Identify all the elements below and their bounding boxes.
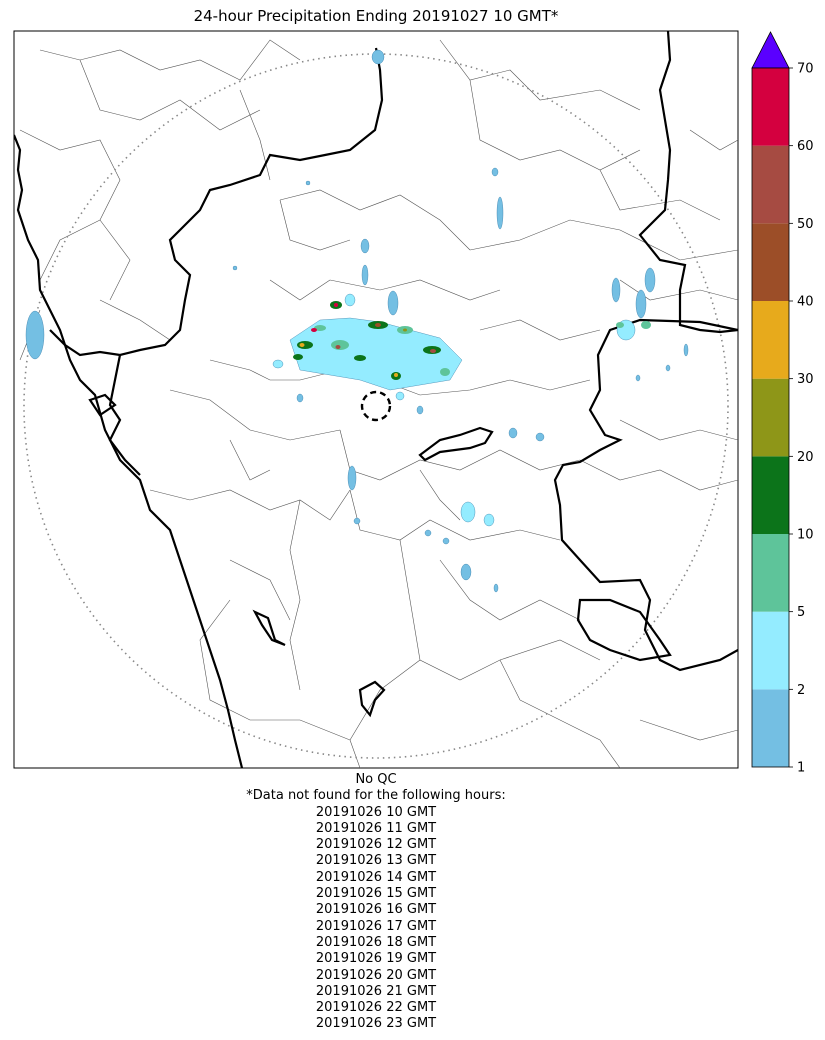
colorbar: 1 2 5 10 20 30 40 50 60 70: [751, 31, 814, 776]
colorbar-frame: [751, 67, 790, 768]
radar-site-marker: [360, 390, 392, 422]
colorbar-tick-label: 40: [797, 295, 814, 310]
southeast-enclave: [576, 598, 672, 662]
colorbar-tick-label: 2: [797, 683, 805, 698]
western-inlet: [88, 393, 117, 417]
missing-hour-item: 20191026 21 GMT: [315, 983, 437, 999]
southern-bay: [358, 680, 386, 718]
precipitation-moderate: [272, 293, 636, 527]
colorbar-segment: [752, 223, 789, 301]
map-frame: [13, 30, 739, 769]
colorbar-segment: [752, 378, 789, 457]
missing-hour-item: 20191026 19 GMT: [315, 951, 437, 967]
missing-data-header: *Data not found for the following hours:: [246, 788, 506, 804]
colorbar-tick-label: 1: [797, 761, 805, 776]
enclave-border: [418, 426, 494, 462]
west-coastline: [14, 134, 244, 768]
colorbar-tick-label: 20: [797, 450, 814, 465]
missing-hour-item: 20191026 15 GMT: [315, 886, 437, 902]
colorbar-segment: [752, 456, 789, 534]
qc-note: No QC: [355, 772, 397, 787]
southern-inlet: [252, 609, 286, 647]
missing-hour-item: 20191026 22 GMT: [315, 1000, 437, 1016]
colorbar-segment: [752, 689, 789, 767]
missing-hour-item: 20191026 18 GMT: [315, 934, 437, 950]
precipitation-heavy: [293, 301, 651, 380]
missing-hour-item: 20191026 14 GMT: [315, 869, 437, 885]
colorbar-tick-label: 70: [797, 62, 814, 77]
district-borders: [19, 39, 738, 768]
precipitation-map: [13, 30, 739, 769]
precipitation-light: [25, 49, 689, 593]
colorbar-segment: [752, 534, 789, 612]
colorbar-segment: [752, 68, 789, 146]
colorbar-tick-label: 30: [797, 372, 814, 387]
missing-hour-item: 20191026 23 GMT: [315, 1016, 437, 1032]
missing-hour-item: 20191026 17 GMT: [315, 918, 437, 934]
missing-hour-item: 20191026 16 GMT: [315, 902, 437, 918]
state-line-west: [108, 354, 141, 476]
missing-hour-item: 20191026 20 GMT: [315, 967, 437, 983]
missing-hour-item: 20191026 13 GMT: [315, 853, 437, 869]
missing-hour-item: 20191026 11 GMT: [315, 820, 437, 836]
missing-hours-list: 20191026 10 GMT 20191026 11 GMT 20191026 1…: [14, 805, 738, 1033]
state-line-northeast: [638, 31, 738, 334]
radar-range-ring: [23, 53, 729, 759]
state-line-east: [553, 318, 738, 672]
colorbar-segment: [752, 301, 789, 379]
state-borders: [14, 31, 738, 768]
missing-hour-item: 20191026 12 GMT: [315, 837, 437, 853]
colorbar-segment: [752, 145, 789, 224]
colorbar-tick-label: 60: [797, 139, 814, 154]
footer-notes: No QC *Data not found for the following …: [14, 772, 738, 1033]
colorbar-tick-label: 50: [797, 217, 814, 232]
missing-hour-item: 20191026 10 GMT: [315, 804, 437, 820]
colorbar-tick-label: 5: [797, 605, 805, 620]
colorbar-segment: [752, 611, 789, 690]
map-title: 24-hour Precipitation Ending 20191027 10…: [193, 7, 559, 25]
colorbar-tick-label: 10: [797, 528, 814, 543]
colorbar-extend-arrow: [751, 31, 790, 69]
